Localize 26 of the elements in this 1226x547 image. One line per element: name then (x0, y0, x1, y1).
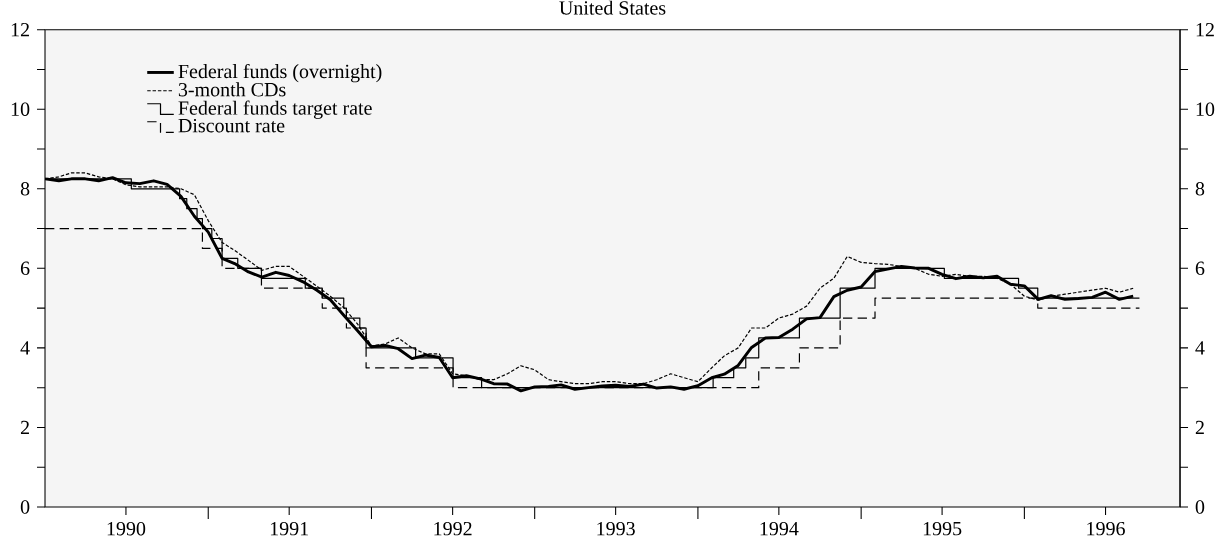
y2-tick-label: 8 (1195, 182, 1205, 196)
y2-tick-label: 2 (1195, 420, 1204, 435)
y2-tick-label: 6 (1195, 261, 1205, 276)
y-tick-label: 10 (11, 102, 30, 116)
y-tick-label: 6 (20, 261, 30, 276)
x-tick-label: 1991 (270, 521, 308, 536)
legend-label: Discount rate (178, 118, 285, 133)
y-tick-label: 8 (20, 182, 30, 196)
x-tick-label: 1994 (760, 521, 799, 536)
y-tick-label: 12 (11, 23, 29, 37)
y2-tick-label: 4 (1195, 341, 1205, 355)
x-tick-label: 1996 (1087, 521, 1125, 536)
y-tick-label: 0 (20, 500, 30, 514)
y-tick-label: 4 (20, 341, 30, 355)
x-tick-label: 1995 (923, 521, 962, 536)
x-tick-label: 1993 (597, 521, 635, 536)
y2-tick-label: 12 (1196, 23, 1214, 37)
x-tick-label: 1990 (107, 521, 146, 536)
chart-title: United States (559, 0, 666, 15)
legend-label: 3-month CDs (178, 82, 286, 97)
y2-tick-label: 10 (1196, 102, 1215, 116)
legend-label: Federal funds target rate (178, 100, 372, 119)
y2-tick-label: 0 (1195, 500, 1205, 514)
y-tick-label: 2 (20, 420, 29, 435)
x-tick-label: 1992 (434, 521, 472, 536)
legend-label: Federal funds (overnight) (178, 63, 382, 83)
